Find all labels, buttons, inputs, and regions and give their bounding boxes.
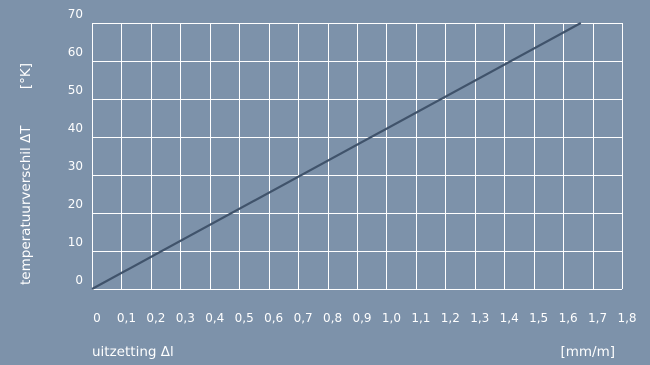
y-tick-label: 40 xyxy=(68,121,83,135)
series-line xyxy=(91,22,582,290)
y-tick-label: 50 xyxy=(68,83,83,97)
x-axis-label: uitzetting Δl xyxy=(92,344,174,360)
x-tick-label: 0,3 xyxy=(176,311,195,325)
x-tick-label: 1,7 xyxy=(588,311,607,325)
y-tick-labels: 0 10 20 30 40 50 60 70 xyxy=(68,7,83,287)
y-axis-unit: [°K] xyxy=(18,63,34,89)
x-tick-label: 0,4 xyxy=(205,311,224,325)
x-tick-label: 1,1 xyxy=(411,311,430,325)
x-tick-label: 0,2 xyxy=(146,311,165,325)
x-tick-label: 0,9 xyxy=(352,311,371,325)
x-tick-label: 0 xyxy=(93,311,101,325)
y-tick-label: 70 xyxy=(68,7,83,21)
x-tick-label: 1,8 xyxy=(617,311,636,325)
y-tick-label: 10 xyxy=(68,235,83,249)
y-tick-label: 60 xyxy=(68,45,83,59)
grid xyxy=(92,23,623,290)
y-tick-label: 30 xyxy=(68,159,83,173)
y-axis-label: temperatuurverschil ΔT xyxy=(18,125,34,285)
x-tick-label: 0,5 xyxy=(235,311,254,325)
x-tick-label: 0,8 xyxy=(323,311,342,325)
y-tick-label: 0 xyxy=(75,273,83,287)
x-tick-label: 0,6 xyxy=(264,311,283,325)
x-tick-label: 1,3 xyxy=(470,311,489,325)
x-tick-labels: 0 0,1 0,2 0,3 0,4 0,5 0,6 0,7 0,8 0,9 1,0 1,1 1,2 1,3… xyxy=(93,311,636,325)
x-tick-label: 1,5 xyxy=(529,311,548,325)
x-tick-label: 1,4 xyxy=(500,311,519,325)
x-tick-label: 1,6 xyxy=(559,311,578,325)
x-tick-label: 0,7 xyxy=(294,311,313,325)
x-tick-label: 0,1 xyxy=(117,311,136,325)
x-tick-label: 1,0 xyxy=(382,311,401,325)
y-tick-label: 20 xyxy=(68,197,83,211)
x-tick-label: 1,2 xyxy=(441,311,460,325)
series xyxy=(91,22,582,290)
x-axis-unit: [mm/m] xyxy=(560,344,615,360)
